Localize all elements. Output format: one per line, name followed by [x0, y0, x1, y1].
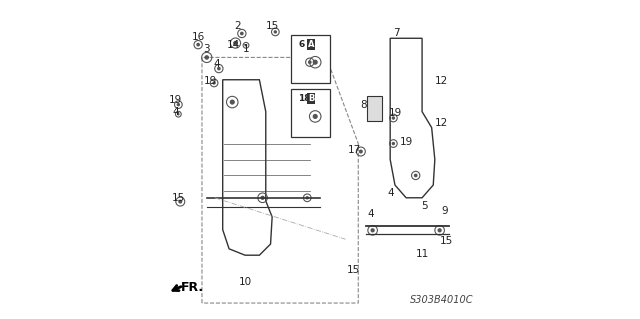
- Text: 10: 10: [239, 277, 252, 287]
- FancyBboxPatch shape: [291, 35, 330, 83]
- Circle shape: [240, 32, 244, 35]
- Text: 6: 6: [298, 40, 305, 49]
- Circle shape: [312, 60, 318, 65]
- Text: 11: 11: [415, 249, 429, 259]
- Text: 8: 8: [361, 100, 367, 110]
- Text: 3: 3: [204, 44, 210, 55]
- Text: 2: 2: [234, 20, 241, 31]
- Circle shape: [274, 30, 277, 33]
- Text: 4: 4: [387, 188, 394, 198]
- Circle shape: [177, 113, 180, 115]
- FancyBboxPatch shape: [291, 89, 330, 137]
- Circle shape: [305, 196, 309, 199]
- Circle shape: [414, 174, 417, 177]
- Text: 15: 15: [266, 20, 280, 31]
- Circle shape: [196, 43, 200, 47]
- Text: 15: 15: [347, 264, 360, 275]
- Text: 19: 19: [169, 95, 182, 106]
- Text: 12: 12: [435, 76, 449, 86]
- Text: FR.: FR.: [181, 281, 204, 293]
- Text: 1: 1: [243, 44, 250, 55]
- Text: 19: 19: [399, 137, 413, 147]
- Circle shape: [179, 200, 182, 204]
- Text: 5: 5: [421, 201, 428, 211]
- Circle shape: [212, 81, 216, 85]
- Text: 12: 12: [435, 118, 449, 128]
- Circle shape: [177, 103, 180, 106]
- Text: 19: 19: [204, 76, 218, 86]
- Text: A: A: [308, 40, 314, 49]
- Circle shape: [359, 150, 363, 153]
- Circle shape: [204, 55, 209, 60]
- Text: B: B: [308, 94, 314, 103]
- Text: 4: 4: [173, 107, 179, 117]
- Text: S303B4010C: S303B4010C: [410, 295, 473, 305]
- Circle shape: [233, 41, 238, 45]
- Circle shape: [217, 67, 221, 70]
- Circle shape: [230, 100, 235, 105]
- Text: 14: 14: [227, 40, 240, 50]
- Text: 19: 19: [388, 108, 401, 118]
- Text: 15: 15: [172, 193, 185, 203]
- Text: 17: 17: [348, 145, 361, 155]
- Text: 9: 9: [442, 205, 449, 216]
- Circle shape: [392, 142, 395, 145]
- Text: 18: 18: [298, 94, 311, 103]
- Text: 7: 7: [393, 28, 400, 39]
- Text: 16: 16: [191, 32, 205, 42]
- Polygon shape: [367, 96, 382, 121]
- Circle shape: [371, 228, 375, 233]
- Circle shape: [438, 228, 442, 233]
- Circle shape: [260, 196, 265, 200]
- Text: 4: 4: [367, 209, 374, 219]
- Circle shape: [392, 116, 395, 120]
- Circle shape: [308, 60, 312, 64]
- Text: 4: 4: [213, 59, 220, 69]
- Text: 15: 15: [440, 236, 452, 246]
- Circle shape: [312, 114, 318, 119]
- Circle shape: [244, 44, 247, 47]
